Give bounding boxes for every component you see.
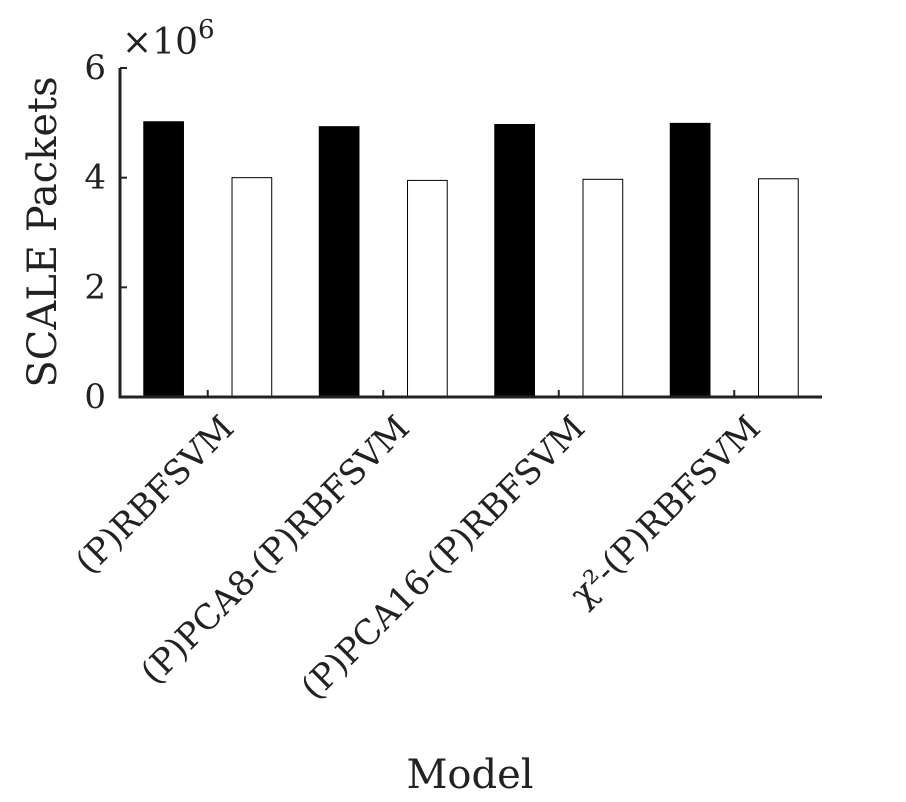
y-tick-label: 4 (84, 158, 106, 198)
bar-series-1-cat-1 (143, 121, 184, 398)
y-multiplier-label: ×106 (122, 15, 215, 63)
y-tick-label: 6 (84, 48, 106, 88)
y-tick-label: 0 (84, 377, 106, 417)
x-axis-title: Model (406, 752, 533, 798)
bar-series-3-cat-1 (231, 177, 273, 398)
axes-group (118, 68, 822, 399)
y-tick-label: 2 (84, 267, 106, 307)
y-multiplier-base: ×10 (122, 22, 198, 63)
x-tick-label: (P)PCA16-(P)RBFSVM (293, 408, 593, 708)
y-ticks-group: 0 2 4 6 (84, 48, 127, 417)
x-tick-label: (P)RBFSVM (68, 408, 242, 582)
bars-group (143, 121, 799, 398)
bar-series-3-cat-2 (407, 179, 448, 398)
bar-series-1-cat-3 (494, 123, 535, 398)
x-tick-label: χ²-(P)RBFSVM (562, 408, 768, 614)
x-tick-labels-group: (P)RBFSVM(P)PCA8-(P)RBFSVM(P)PCA16-(P)RB… (68, 390, 769, 708)
y-axis-title: SCALE Packets (20, 76, 66, 387)
bar-series-3-cat-3 (582, 178, 624, 398)
bar-series-1-cat-2 (318, 126, 360, 398)
bar-series-3-cat-4 (758, 178, 799, 398)
bar-series-1-cat-4 (669, 122, 711, 398)
y-multiplier-exponent: 6 (198, 15, 215, 45)
